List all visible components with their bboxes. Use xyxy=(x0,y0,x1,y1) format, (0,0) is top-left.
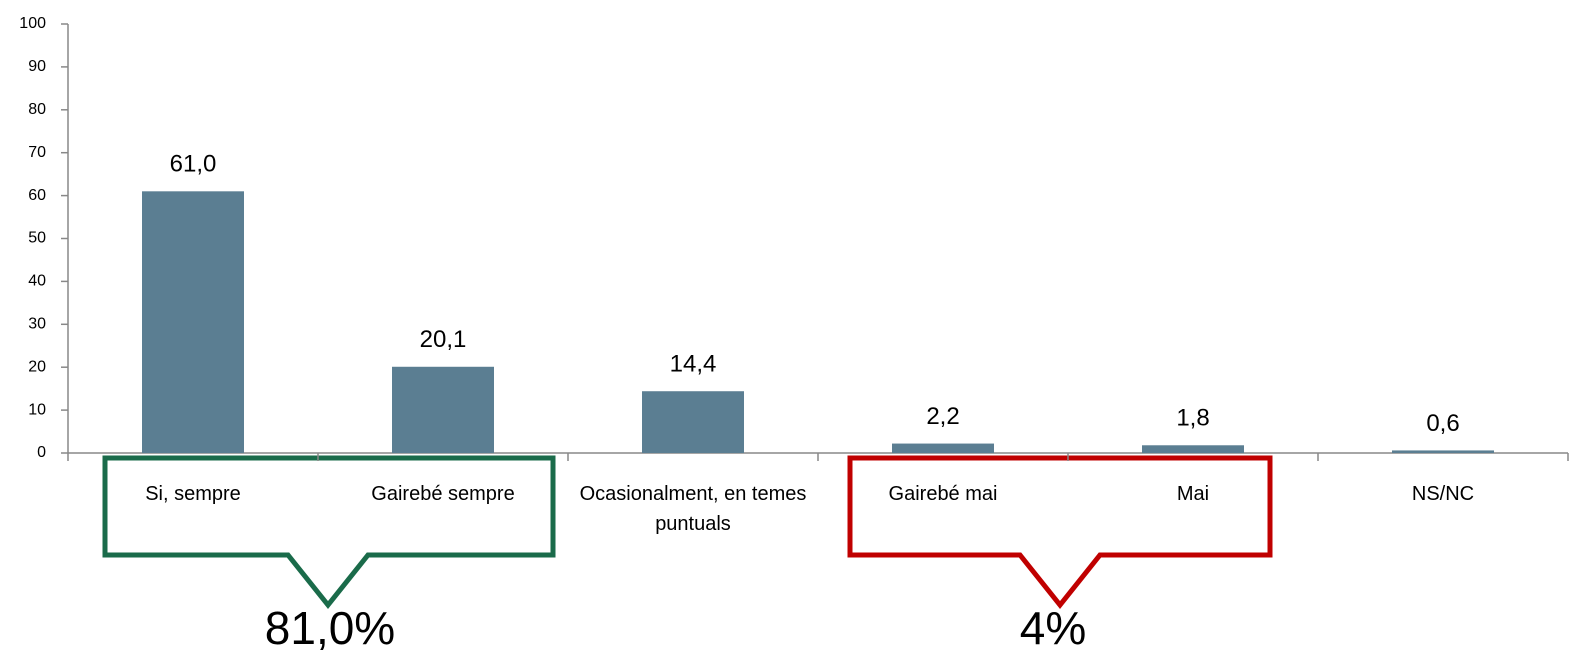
x-tick-label: Ocasionalment, en temes puntuals xyxy=(579,483,807,535)
y-tick-label: 20 xyxy=(28,358,46,375)
bar xyxy=(142,191,244,453)
y-tick-label: 100 xyxy=(19,15,46,32)
x-tick-label: Gairebé mai xyxy=(888,483,998,505)
annotation: 4% xyxy=(1020,602,1086,654)
value-label: 0,6 xyxy=(1426,410,1459,437)
value-label: 20,1 xyxy=(420,326,467,353)
y-tick-label: 50 xyxy=(28,230,46,247)
x-tick-label: NS/NC xyxy=(1411,483,1475,505)
value-label: 1,8 xyxy=(1176,405,1209,432)
value-label: 61,0 xyxy=(170,151,217,178)
y-tick-label: 80 xyxy=(28,101,46,118)
x-tick-label: Mai xyxy=(1176,483,1210,505)
bar xyxy=(392,366,494,453)
y-tick-label: 30 xyxy=(28,316,46,333)
value-label: 2,2 xyxy=(926,403,959,430)
y-tick-label: 90 xyxy=(28,58,46,75)
bar xyxy=(892,443,994,453)
y-tick-label: 60 xyxy=(28,187,46,204)
x-tick-label: Gairebé sempre xyxy=(371,483,515,505)
y-tick-label: 40 xyxy=(28,273,46,290)
bar xyxy=(1392,450,1494,453)
bar xyxy=(1142,445,1244,453)
y-tick-label: 10 xyxy=(28,401,46,418)
y-tick-label: 70 xyxy=(28,144,46,161)
group-box xyxy=(847,455,1273,610)
bar xyxy=(642,391,744,453)
annotation: 81,0% xyxy=(265,602,395,654)
group-box xyxy=(102,455,556,610)
value-label: 14,4 xyxy=(670,351,717,378)
x-tick-label: Si, sempre xyxy=(145,483,241,505)
y-tick-label: 0 xyxy=(37,444,46,461)
